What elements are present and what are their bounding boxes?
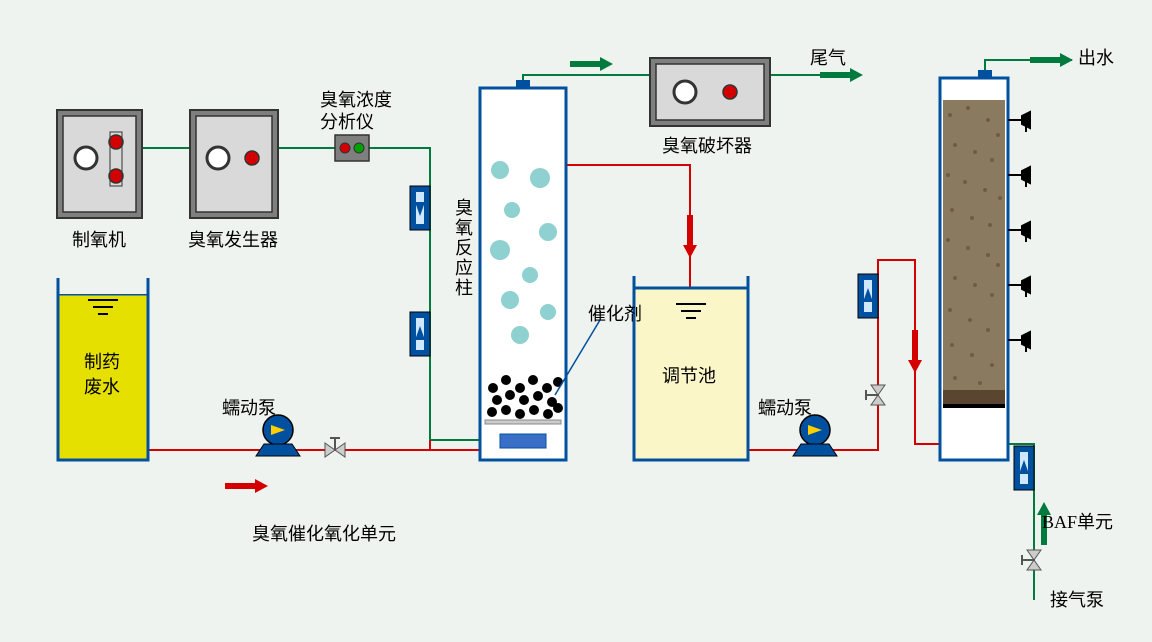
ozone-generator [190,110,278,218]
ozone-column [480,80,600,460]
label-oxygen-gen: 制氧机 [72,226,126,252]
label-wastewater: 制药 废水 [84,350,120,400]
valve-2 [866,385,885,405]
valve-3 [1022,550,1041,570]
oxygen-generator [57,110,142,218]
ozone-analyzer [335,135,369,161]
process-diagram [0,0,1152,642]
label-baf-unit: BAF单元 [1042,508,1113,534]
label-effluent: 出水 [1078,44,1114,70]
label-ozone-unit: 臭氧催化氧化单元 [252,520,396,546]
baf-column [940,70,1030,460]
label-pump2: 蠕动泵 [758,394,812,420]
label-pump1: 蠕动泵 [222,394,276,420]
ozone-destroyer [650,58,770,126]
label-ozone-column: 臭氧反应柱 [450,198,476,298]
label-catalyst: 催化剂 [588,300,642,326]
label-ozone-analyzer: 臭氧浓度 分析仪 [320,90,392,133]
pump-2 [793,415,837,456]
label-ozone-gen: 臭氧发生器 [188,226,278,252]
label-air-pump: 接气泵 [1050,586,1104,612]
valve-1 [325,438,345,457]
label-regulating-tank: 调节池 [662,362,716,388]
pump-1 [256,415,300,456]
label-tail-gas: 尾气 [810,44,846,70]
label-ozone-destroyer: 臭氧破坏器 [662,132,752,158]
gas-lines [142,60,1072,600]
